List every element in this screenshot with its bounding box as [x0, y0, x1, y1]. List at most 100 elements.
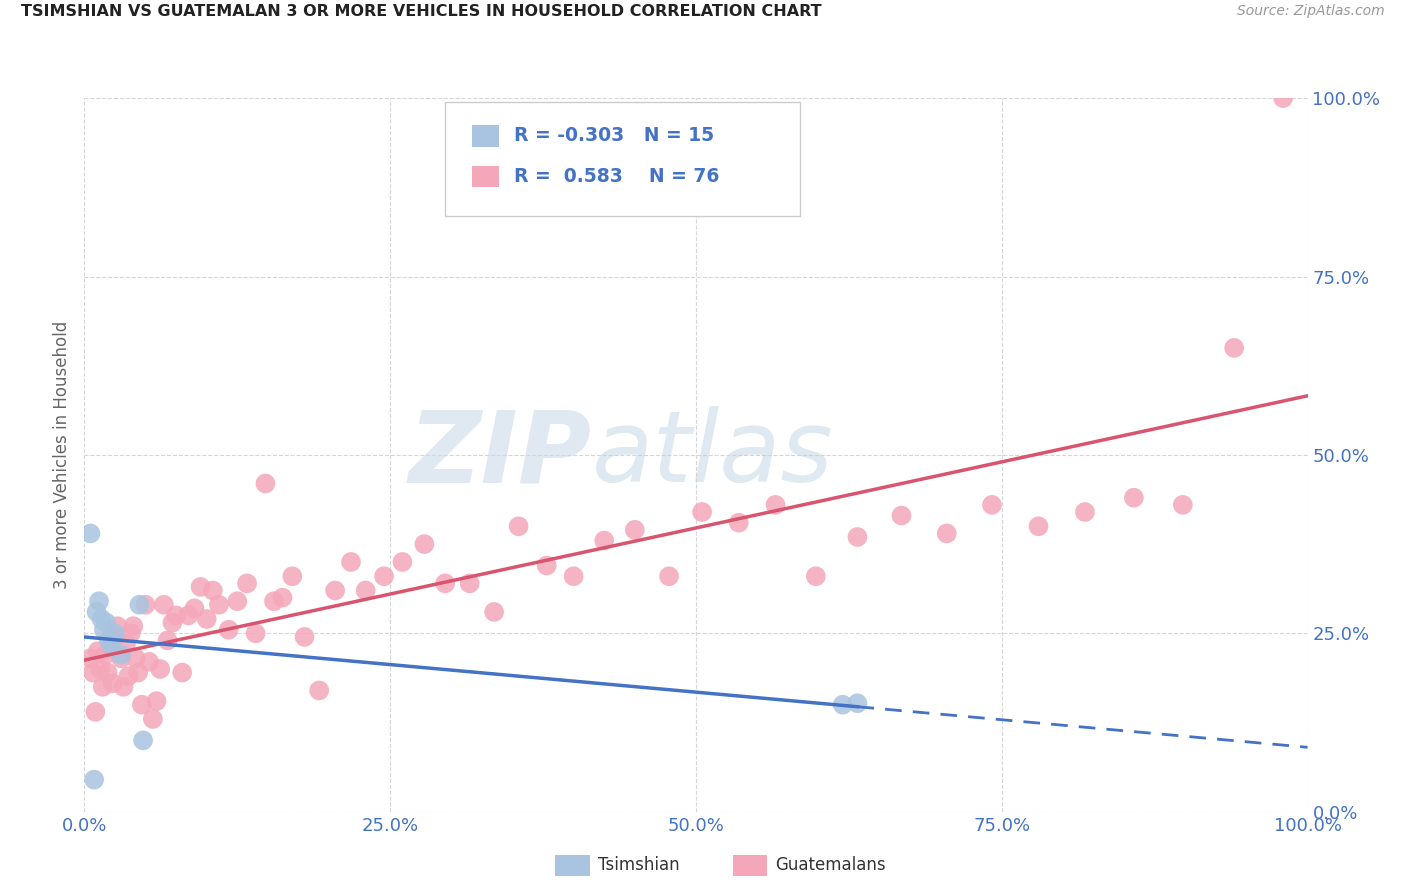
Point [391, 555, 413, 569]
Point [727, 516, 749, 530]
Point [128, 598, 150, 612]
Point [87, 594, 110, 608]
Point [245, 626, 267, 640]
FancyBboxPatch shape [733, 855, 766, 876]
Point [804, 569, 827, 583]
Point [935, 526, 957, 541]
Point [183, 601, 205, 615]
Point [226, 594, 249, 608]
Point [89, 662, 111, 676]
Point [562, 569, 585, 583]
Text: Source: ZipAtlas.com: Source: ZipAtlas.com [1237, 4, 1385, 19]
Point [254, 476, 277, 491]
Point [271, 591, 294, 605]
Point [690, 505, 713, 519]
Point [122, 619, 145, 633]
Point [263, 594, 285, 608]
Point [162, 615, 184, 630]
Point [1223, 341, 1246, 355]
Text: TSIMSHIAN VS GUATEMALAN 3 OR MORE VEHICLES IN HOUSEHOLD CORRELATION CHART: TSIMSHIAN VS GUATEMALAN 3 OR MORE VEHICL… [21, 4, 821, 20]
Point [340, 555, 363, 569]
Point [93, 623, 115, 637]
Point [110, 648, 132, 662]
Text: R = -0.303   N = 15: R = -0.303 N = 15 [513, 127, 714, 145]
FancyBboxPatch shape [472, 125, 499, 146]
Point [98, 640, 121, 655]
Text: ZIP: ZIP [409, 407, 592, 503]
Point [94, 648, 117, 662]
Point [413, 537, 436, 551]
Point [115, 637, 138, 651]
Point [97, 633, 120, 648]
Point [82, 665, 104, 680]
Point [97, 665, 120, 680]
Point [846, 696, 869, 710]
Point [1272, 91, 1295, 105]
Point [323, 583, 346, 598]
Point [101, 676, 124, 690]
Point [846, 530, 869, 544]
Point [308, 683, 330, 698]
Point [105, 619, 128, 633]
Point [190, 580, 212, 594]
Point [83, 772, 105, 787]
Point [195, 612, 218, 626]
FancyBboxPatch shape [472, 166, 499, 187]
Point [281, 569, 304, 583]
Point [1028, 519, 1050, 533]
Text: R =  0.583    N = 76: R = 0.583 N = 76 [513, 167, 718, 186]
Point [482, 605, 505, 619]
Point [84, 705, 107, 719]
Point [434, 576, 457, 591]
Point [112, 680, 135, 694]
Text: Tsimshian: Tsimshian [598, 856, 679, 874]
Point [100, 637, 122, 651]
Point [981, 498, 1004, 512]
Point [96, 615, 118, 630]
Point [765, 498, 787, 512]
Point [142, 712, 165, 726]
Point [172, 665, 194, 680]
Point [117, 669, 139, 683]
Point [1122, 491, 1144, 505]
Point [624, 523, 647, 537]
FancyBboxPatch shape [446, 102, 800, 216]
Point [156, 633, 179, 648]
Point [138, 655, 160, 669]
Point [354, 583, 377, 598]
Point [125, 651, 148, 665]
Point [120, 626, 142, 640]
Y-axis label: 3 or more Vehicles in Household: 3 or more Vehicles in Household [53, 321, 72, 589]
Point [79, 526, 101, 541]
Point [145, 694, 167, 708]
Point [373, 569, 395, 583]
Point [508, 519, 530, 533]
Point [131, 698, 153, 712]
Point [165, 608, 187, 623]
Point [218, 623, 240, 637]
Point [1074, 505, 1097, 519]
Point [458, 576, 481, 591]
Point [149, 662, 172, 676]
Point [658, 569, 681, 583]
Point [236, 576, 259, 591]
Point [208, 598, 231, 612]
Point [91, 680, 114, 694]
Point [593, 533, 616, 548]
FancyBboxPatch shape [555, 855, 589, 876]
Text: atlas: atlas [592, 407, 834, 503]
Point [135, 598, 157, 612]
Point [201, 583, 224, 598]
Point [536, 558, 558, 573]
Point [86, 605, 108, 619]
Point [153, 598, 176, 612]
Point [127, 665, 149, 680]
Point [132, 733, 155, 747]
Text: Guatemalans: Guatemalans [776, 856, 886, 874]
Point [79, 651, 101, 665]
Point [87, 644, 110, 658]
Point [104, 626, 127, 640]
Point [110, 651, 132, 665]
Point [90, 612, 112, 626]
Point [890, 508, 912, 523]
